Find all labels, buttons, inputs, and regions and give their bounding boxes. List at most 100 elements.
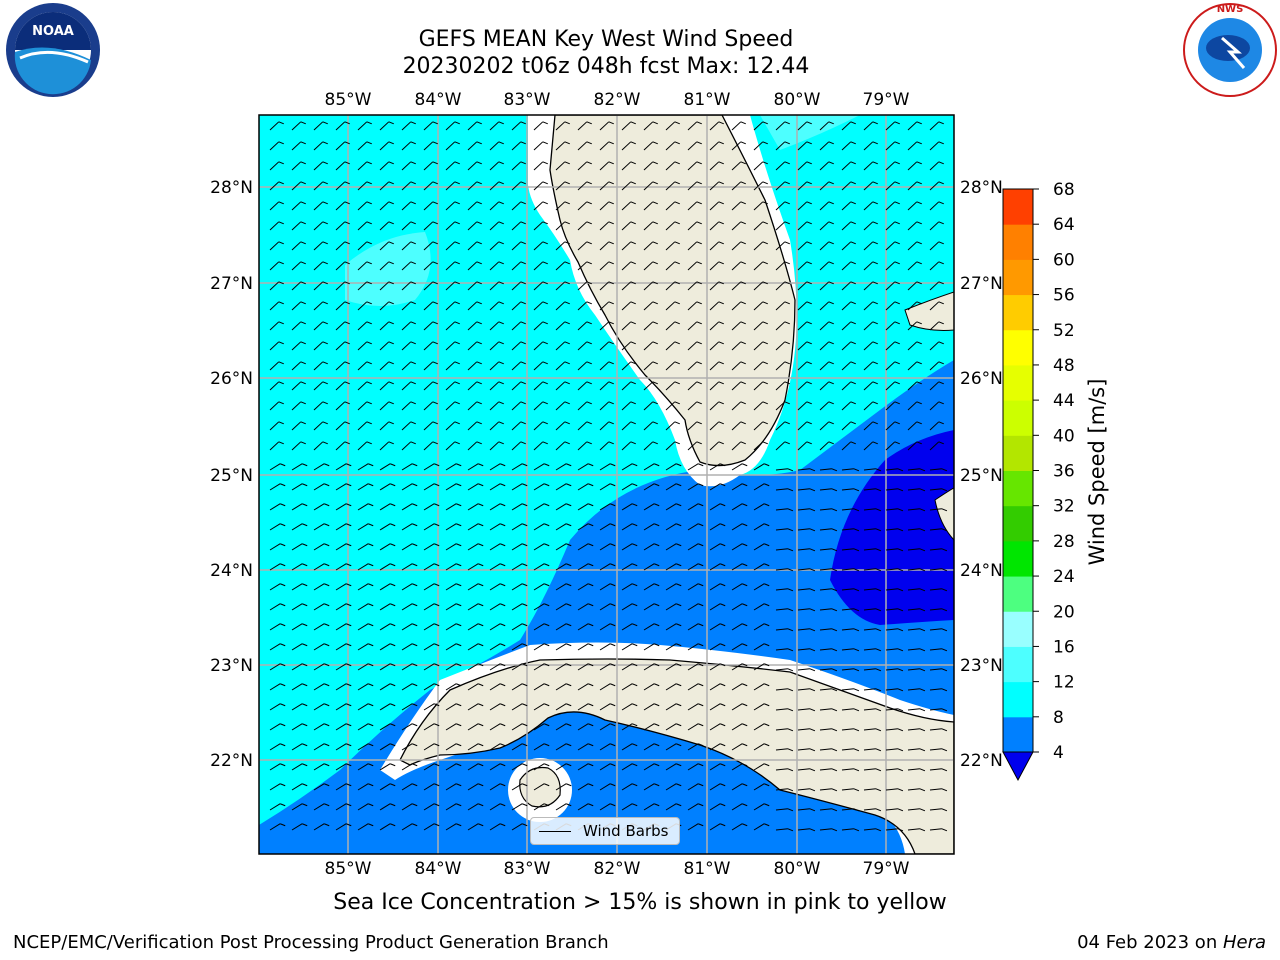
wind-barb <box>401 663 418 671</box>
wind-barb <box>841 788 860 792</box>
wind-barb <box>467 563 484 571</box>
wind-barb <box>467 141 482 151</box>
wind-barb <box>643 441 658 451</box>
wind-barb <box>423 803 440 811</box>
wind-barb <box>533 563 550 571</box>
wind-barb <box>577 783 594 791</box>
wind-barb <box>401 401 416 411</box>
wind-barb <box>775 321 790 331</box>
wind-barb <box>401 783 418 791</box>
wind-barb <box>489 803 506 811</box>
wind-barb <box>731 583 748 591</box>
wind-barb <box>533 401 548 411</box>
wind-barb <box>665 803 682 811</box>
wind-barb <box>379 321 394 331</box>
wind-barb <box>335 181 350 191</box>
wind-barb <box>401 563 418 571</box>
wind-barb <box>775 301 790 311</box>
wind-barb <box>709 623 726 631</box>
wind-barb <box>841 141 856 151</box>
wind-barb <box>687 503 704 511</box>
wind-barb <box>665 763 682 771</box>
wind-barb <box>885 341 900 351</box>
wind-barb <box>863 221 878 231</box>
wind-barb <box>555 421 570 431</box>
wind-barb <box>577 723 594 731</box>
wind-barb <box>621 543 638 551</box>
wind-barb <box>643 381 658 391</box>
wind-barb <box>379 523 396 531</box>
wind-barb <box>841 768 860 772</box>
wind-barb <box>687 181 702 191</box>
wind-barb <box>775 241 790 251</box>
wind-barb <box>467 823 484 831</box>
wind-barb <box>291 683 308 691</box>
wind-barb <box>269 463 286 471</box>
wind-barb <box>313 261 328 271</box>
wind-barb <box>533 141 548 151</box>
wind-barb <box>775 768 794 772</box>
wind-barb <box>731 201 746 211</box>
wind-barb <box>643 421 658 431</box>
wind-barb <box>533 161 548 171</box>
wind-barb <box>863 768 882 772</box>
wind-barb <box>313 563 330 571</box>
wind-barb <box>335 523 352 531</box>
wind-barb <box>533 181 548 191</box>
wind-barb <box>665 603 682 611</box>
wind-barb <box>489 723 506 731</box>
wind-barb <box>555 523 572 531</box>
wind-barb <box>555 763 572 771</box>
wind-barb <box>533 803 550 811</box>
wind-barb <box>467 763 484 771</box>
wind-barb <box>445 663 462 671</box>
wind-barb <box>533 463 550 471</box>
wind-barb <box>313 241 328 251</box>
wind-barb <box>555 221 570 231</box>
wind-barb <box>621 421 636 431</box>
wind-barb <box>841 628 860 632</box>
wind-barb <box>731 723 748 731</box>
wind-barb <box>423 643 440 651</box>
wind-barb <box>599 483 616 491</box>
wind-barb <box>665 463 682 471</box>
wind-barb <box>709 483 726 491</box>
wind-barb <box>533 543 550 551</box>
wind-barb <box>709 421 724 431</box>
wind-barb <box>445 803 462 811</box>
wind-barb <box>863 361 878 371</box>
wind-barb <box>687 341 702 351</box>
wind-barb <box>357 261 372 271</box>
wind-barb <box>489 543 506 551</box>
wind-barb <box>907 808 926 812</box>
wind-barb <box>775 508 794 512</box>
wind-barb <box>775 548 794 552</box>
wind-barb <box>907 221 922 231</box>
wind-barb <box>687 161 702 171</box>
wind-barb <box>401 181 416 191</box>
wind-barb <box>357 803 374 811</box>
wind-barb <box>269 663 286 671</box>
wind-barb <box>269 261 284 271</box>
wind-barb <box>269 141 284 151</box>
wind-barb <box>929 181 944 191</box>
lat-label-right: 22°N <box>960 751 1003 771</box>
wind-barb <box>313 783 330 791</box>
wind-barb <box>819 301 834 311</box>
wind-barb <box>313 823 330 831</box>
wind-barb <box>929 548 948 552</box>
wind-barb <box>731 221 746 231</box>
wind-barb <box>819 321 834 331</box>
wind-barb <box>401 141 416 151</box>
wind-barb <box>533 783 550 791</box>
wind-barb <box>423 763 440 771</box>
wind-barb <box>643 361 658 371</box>
wind-barb <box>775 648 794 652</box>
wind-barb <box>687 261 702 271</box>
wind-barb <box>291 743 308 751</box>
wind-barb <box>885 141 900 151</box>
wind-barb <box>599 241 614 251</box>
wind-barb <box>291 221 306 231</box>
wind-barb <box>687 803 704 811</box>
wind-barb <box>863 488 882 492</box>
